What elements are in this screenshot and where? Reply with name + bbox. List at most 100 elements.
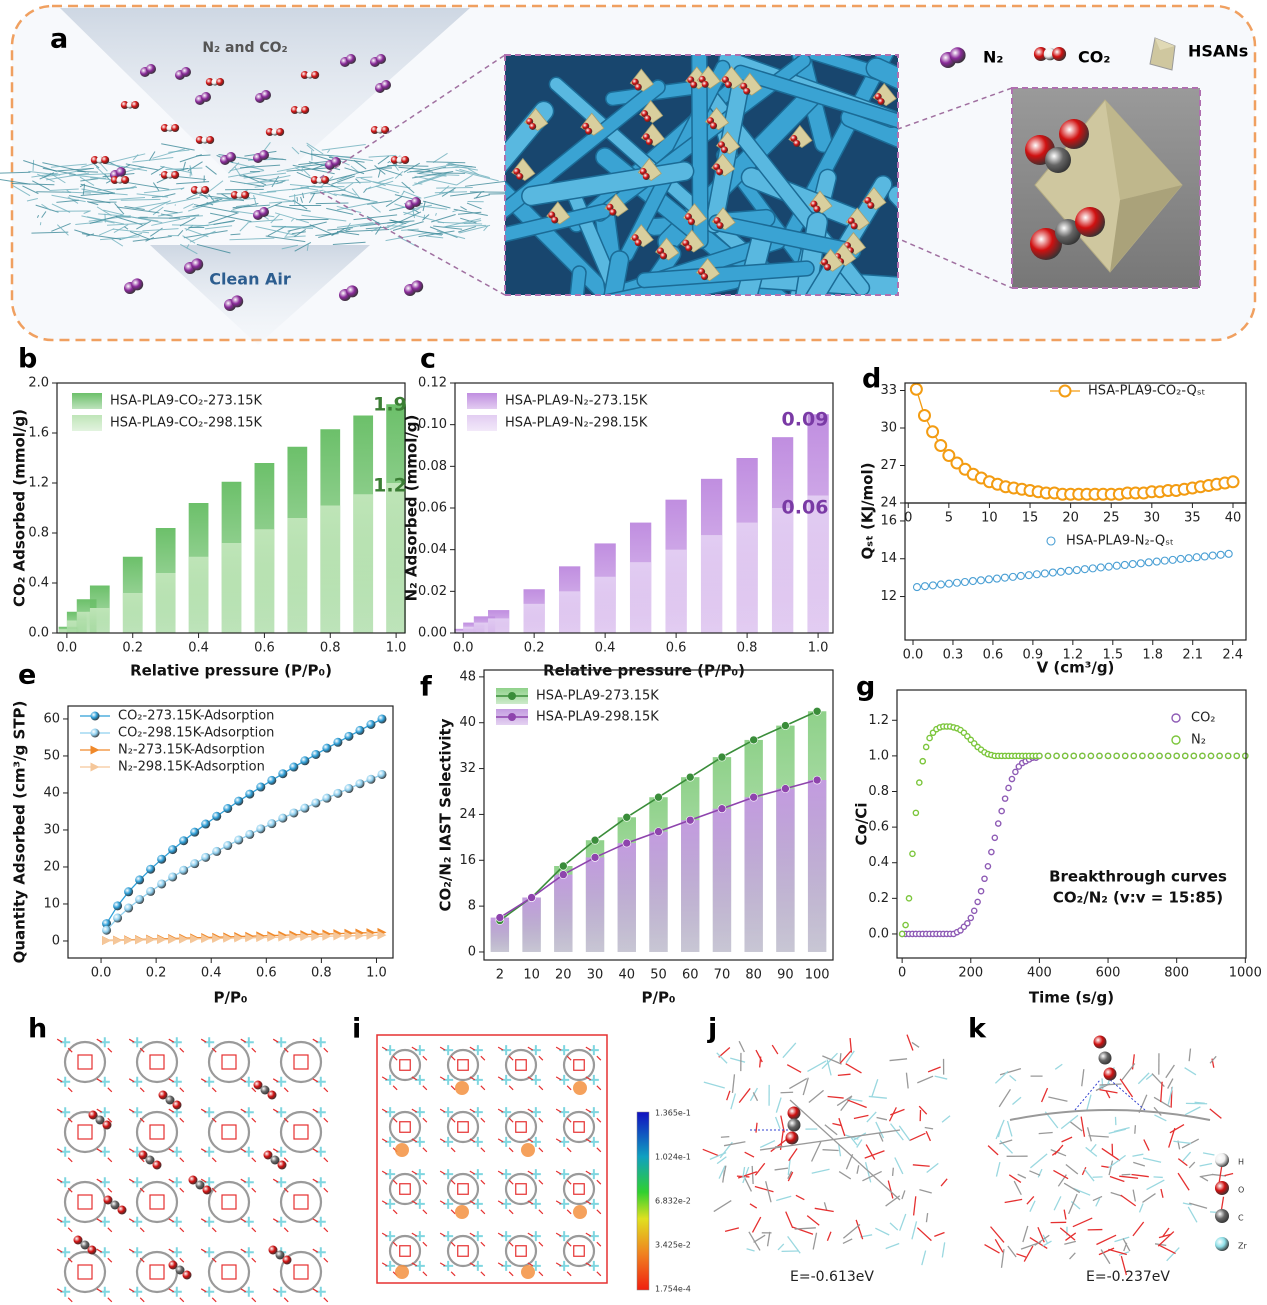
- x-tick-label: 0.4: [595, 641, 616, 656]
- fiber: [228, 162, 240, 174]
- o-bonds: [96, 1288, 113, 1303]
- panel-letter: c: [420, 344, 436, 375]
- o-bonds: [312, 1218, 329, 1233]
- fiber: [208, 180, 224, 192]
- bond: [856, 1139, 863, 1148]
- density: [455, 1081, 469, 1095]
- marker: [717, 752, 727, 762]
- y-tick-label: 0.8: [28, 526, 49, 541]
- fiber: [253, 194, 257, 207]
- bond: [934, 1075, 948, 1080]
- bond: [1165, 1064, 1175, 1079]
- co2-dot: [721, 146, 729, 154]
- fiber: [447, 161, 459, 167]
- bond: [774, 1116, 781, 1130]
- bar: [522, 897, 541, 952]
- marker: [278, 813, 288, 823]
- bond: [1160, 1081, 1163, 1103]
- fiber: [75, 221, 103, 226]
- o-bonds: [272, 1038, 289, 1053]
- marker: [1046, 536, 1056, 546]
- y-axis-label: Quantity Adsorbed (cm³/g STP): [11, 701, 29, 964]
- fiber: [100, 163, 108, 172]
- o-atom: [110, 176, 119, 184]
- y-tick-label: 0.8: [868, 784, 889, 799]
- o-bonds: [200, 1248, 217, 1263]
- bond: [1167, 1078, 1174, 1089]
- bond: [1187, 1206, 1198, 1223]
- bond: [855, 1219, 864, 1240]
- node: [515, 1183, 527, 1195]
- bar: [386, 483, 406, 633]
- bond: [1064, 1240, 1077, 1245]
- node: [399, 1059, 411, 1071]
- x-tick-label: 0.8: [320, 641, 341, 656]
- o-atom: [171, 171, 180, 179]
- legend-label: HSANs: [1188, 42, 1248, 61]
- bond: [925, 1212, 929, 1223]
- marker: [1008, 572, 1017, 581]
- marker: [157, 854, 167, 864]
- marker: [124, 903, 134, 913]
- fiber: [196, 243, 231, 254]
- marker: [90, 745, 100, 755]
- y-tick-label: 14: [880, 551, 897, 566]
- bond: [754, 1162, 766, 1176]
- fiber: [281, 244, 299, 250]
- o-atom: [190, 186, 199, 194]
- bond: [866, 1111, 877, 1123]
- fiber: [189, 230, 216, 243]
- rod: [709, 215, 860, 259]
- annotation: 1.2: [373, 475, 407, 497]
- bond: [1101, 1165, 1110, 1169]
- bond: [1157, 1231, 1175, 1247]
- fiber: [294, 228, 306, 238]
- ring: [279, 1250, 323, 1294]
- marker: [1160, 556, 1169, 565]
- marker: [1139, 752, 1146, 760]
- fiber: [77, 170, 99, 173]
- y-axis-label: CO₂ Adsorbed (mmol/g): [11, 409, 29, 607]
- fiber: [315, 202, 349, 205]
- fiber: [145, 237, 155, 242]
- n2-atom: [331, 157, 341, 167]
- o-bonds: [168, 1218, 185, 1233]
- bar: [744, 797, 763, 952]
- o-bonds: [312, 1148, 329, 1163]
- o-bonds: [381, 1232, 398, 1247]
- fiber: [31, 172, 59, 178]
- fiber: [327, 227, 353, 231]
- bond: [1154, 1114, 1167, 1122]
- x-tick-label: 400: [1027, 966, 1052, 981]
- fiber: [113, 224, 129, 234]
- marker: [168, 872, 178, 882]
- o-bonds: [469, 1138, 486, 1153]
- bond: [849, 1037, 853, 1053]
- fiber: [447, 163, 477, 168]
- x-tick-label: 30: [587, 968, 604, 983]
- bond: [995, 1161, 1001, 1177]
- ring: [63, 1250, 107, 1294]
- bond: [1086, 1094, 1092, 1110]
- x-tick-label: 10: [981, 511, 998, 526]
- bar: [771, 508, 794, 633]
- bond: [1072, 1217, 1093, 1228]
- bond: [871, 1079, 879, 1097]
- bond: [1199, 1162, 1213, 1167]
- legend-label: HSA-PLA9-CO₂-Qₛₜ: [1088, 384, 1206, 399]
- o-atom: [103, 1195, 113, 1205]
- bar: [188, 556, 209, 633]
- node: [77, 1194, 93, 1210]
- o-bonds: [240, 1218, 257, 1233]
- fiber: [106, 153, 146, 164]
- o-bonds: [168, 1288, 185, 1303]
- x-tick-label: 40: [618, 968, 635, 983]
- bond: [827, 1095, 844, 1099]
- co2-dot: [824, 263, 832, 271]
- fiber: [266, 187, 310, 193]
- line: [915, 389, 1234, 495]
- x-tick-label: 0.2: [122, 641, 143, 656]
- density: [521, 1143, 535, 1157]
- fiber: [148, 151, 156, 161]
- marker: [1012, 768, 1019, 776]
